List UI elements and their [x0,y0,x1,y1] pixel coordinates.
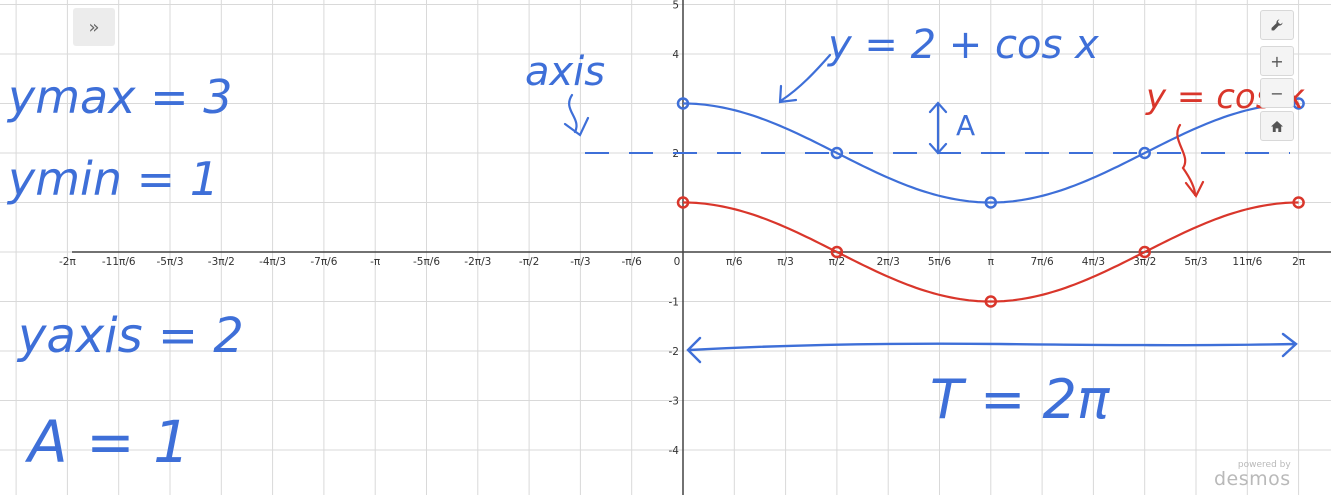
series-point-1[interactable] [830,245,844,259]
series-line-0 [683,102,1299,204]
y-tick-label: -4 [669,445,680,457]
x-tick-label: -5π/6 [413,256,440,268]
x-tick-label: -2π [59,256,76,268]
annotation-blue-curve-label: y = 2 + cos x [827,22,1099,68]
x-tick-label: -5π/3 [156,256,183,268]
y-tick-label: -3 [669,396,679,408]
x-tick-label: π [988,256,995,268]
series-point-0[interactable] [830,146,844,160]
annotation-amplitude: A = 1 [24,408,190,476]
series-point-0[interactable] [1138,146,1151,160]
graph-settings-button[interactable] [1260,10,1294,40]
x-tick-label: -π/6 [622,256,643,268]
x-tick-label: π/6 [726,256,743,268]
default-zoom-button[interactable] [1260,111,1294,141]
x-tick-label: -π [370,256,381,268]
minus-icon: − [1270,83,1284,103]
double-chevron-right-icon: » [88,16,100,38]
desmos-wordmark: desmos [1214,468,1291,490]
axes [72,0,1331,495]
annotation-yaxis: yaxis = 2 [16,308,244,364]
x-tick-label: 3π/2 [1133,256,1156,268]
x-tick-label: 5π/3 [1184,256,1207,268]
x-tick-label: π/3 [777,256,794,268]
x-tick-label: -11π/6 [102,256,136,268]
x-tick-label: 4π/3 [1082,256,1105,268]
red-label-arrow [1176,123,1205,199]
x-tick-labels: -2π -11π/6 -5π/3 -3π/2 -4π/3 -7π/6 -π -5π/6 -2π/… [59,256,1306,268]
annotation-ymax: ymax = 3 [6,70,233,124]
x-tick-label: -4π/3 [259,256,286,268]
annotations: ymax = 3 ymin = 1 yaxis = 2 A = 1 axis y… [6,22,1305,476]
annotation-ymin: ymin = 1 [6,152,219,206]
series-point-1[interactable] [676,196,690,209]
expand-expression-list-button[interactable]: » [73,8,115,46]
x-tick-label: 2π [1292,256,1306,268]
zoom-out-button[interactable]: − [1260,78,1294,108]
x-tick-label: 2π/3 [877,256,900,268]
wrench-icon [1271,19,1283,31]
y-tick-label: -1 [669,297,679,309]
x-tick-label: -2π/3 [464,256,491,268]
x-tick-label: -π/3 [570,256,590,268]
x-tick-label: -π/2 [519,256,539,268]
x-tick-label: π/2 [829,256,846,268]
blue-label-arrow [778,53,832,104]
axis-word-arrow [563,93,590,137]
desmos-logo: powered by desmos [1214,460,1291,490]
series-point-1[interactable] [1138,245,1151,259]
x-tick-label: 11π/6 [1232,256,1262,268]
x-tick-label: 7π/6 [1030,256,1054,268]
x-tick-label: 0 [674,256,681,268]
x-tick-label: -3π/2 [208,256,235,268]
annotation-period: T = 2π [930,368,1111,431]
amplitude-double-arrow [928,101,948,155]
annotation-amp-marker: A [956,109,975,142]
x-tick-label: -7π/6 [310,256,337,268]
series-point-0[interactable] [984,196,998,209]
y-tick-label: 4 [672,49,679,61]
series-point-0[interactable] [676,97,690,110]
zoom-in-button[interactable]: + [1260,46,1294,76]
period-double-arrow [686,332,1298,364]
annotation-axis-word: axis [525,49,605,95]
powered-by-label: powered by [1237,460,1291,470]
x-tick-label: 5π/6 [928,256,952,268]
y-tick-label: 5 [672,0,679,12]
home-icon [1271,120,1283,132]
series-point-1[interactable] [1292,196,1305,209]
y-tick-labels: 542-1-2-3-4-5 [669,0,680,499]
y-tick-label: -2 [669,346,679,358]
series-point-1[interactable] [984,295,998,308]
series-line-1 [683,201,1299,303]
plus-icon: + [1270,51,1284,71]
